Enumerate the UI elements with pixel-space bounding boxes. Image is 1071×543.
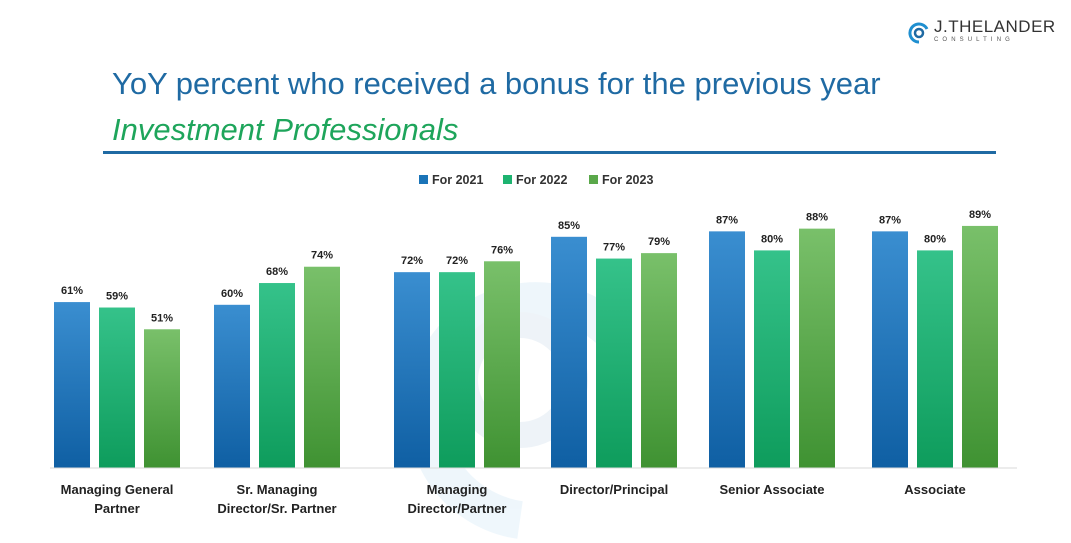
bar xyxy=(917,250,953,468)
data-label: 72% xyxy=(446,255,468,267)
bar xyxy=(799,228,835,468)
data-label: 88% xyxy=(806,212,828,224)
bar xyxy=(641,253,677,468)
bar xyxy=(214,304,250,468)
data-label: 87% xyxy=(879,214,901,226)
bar xyxy=(484,261,520,468)
bar xyxy=(304,266,340,468)
legend-swatch-1 xyxy=(503,175,512,184)
bar xyxy=(962,225,998,468)
bar xyxy=(596,258,632,468)
data-label: 74% xyxy=(311,250,333,262)
data-label: 89% xyxy=(969,209,991,221)
data-label: 60% xyxy=(221,288,243,300)
bar xyxy=(394,272,430,468)
data-label: 80% xyxy=(761,233,783,245)
legend-label-2: For 2023 xyxy=(602,173,653,187)
page-title: YoY percent who received a bonus for the… xyxy=(112,66,881,101)
category-label: Sr. Managing xyxy=(237,482,318,497)
bar xyxy=(709,231,745,468)
category-label: Director/Partner xyxy=(408,501,507,516)
category-label: Associate xyxy=(904,482,965,497)
x-axis-labels: Managing General Partner Sr. Managing Direc… xyxy=(61,482,966,516)
category-label: Director/Sr. Partner xyxy=(217,501,336,516)
bar xyxy=(551,236,587,468)
legend-swatch-0 xyxy=(419,175,428,184)
data-label: 77% xyxy=(603,242,625,254)
data-label: 79% xyxy=(648,236,670,248)
data-label: 80% xyxy=(924,233,946,245)
category-label: Managing xyxy=(427,482,488,497)
data-label: 68% xyxy=(266,266,288,278)
bar xyxy=(439,272,475,468)
data-label: 72% xyxy=(401,255,423,267)
company-logo: J.THELANDER CONSULTING xyxy=(908,18,1056,54)
bars-group: 61% 59% 51% 60% 68% 74% 72% 72% 76% 85% 77% 79% 87% 8… xyxy=(54,209,998,468)
data-label: 61% xyxy=(61,285,83,297)
legend-label-1: For 2022 xyxy=(516,173,567,187)
bar xyxy=(144,329,180,468)
bar xyxy=(259,283,295,468)
bar xyxy=(754,250,790,468)
data-label: 76% xyxy=(491,244,513,256)
data-label: 87% xyxy=(716,214,738,226)
bar xyxy=(99,307,135,468)
chart-legend: For 2021 For 2022 For 2023 xyxy=(419,173,653,187)
legend-swatch-2 xyxy=(589,175,598,184)
bar xyxy=(872,231,908,468)
data-label: 51% xyxy=(151,312,173,324)
category-label: Director/Principal xyxy=(560,482,668,497)
title-divider xyxy=(103,151,996,154)
legend-label-0: For 2021 xyxy=(432,173,483,187)
page-subtitle: Investment Professionals xyxy=(112,112,459,147)
data-label: 85% xyxy=(558,220,580,232)
data-label: 59% xyxy=(106,291,128,303)
logo-name: J.THELANDER xyxy=(934,17,1056,36)
logo-swirl-icon xyxy=(908,22,929,44)
bar xyxy=(54,302,90,468)
logo-sub: CONSULTING xyxy=(934,37,1014,43)
category-label: Senior Associate xyxy=(719,482,824,497)
category-label: Partner xyxy=(94,501,140,516)
category-label: Managing General xyxy=(61,482,174,497)
